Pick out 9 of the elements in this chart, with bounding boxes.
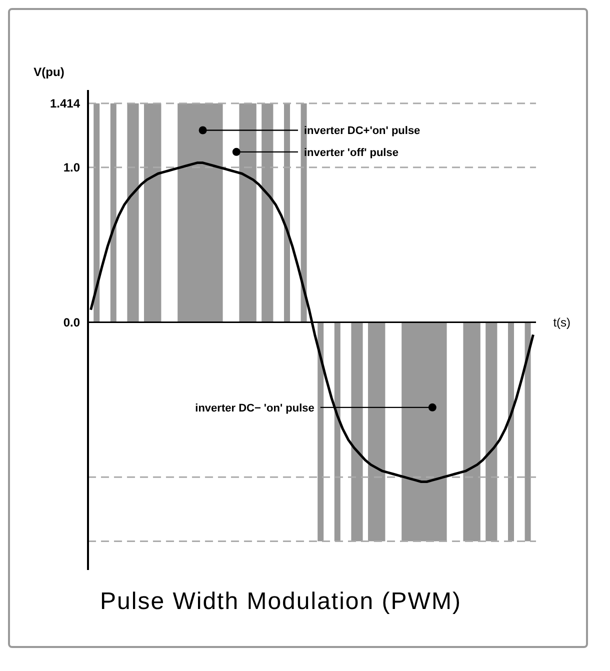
- y-axis-title: V(pu): [34, 65, 64, 79]
- annotation: inverter DC− 'on' pulse: [195, 402, 314, 414]
- annotation: inverter DC+'on' pulse: [304, 125, 420, 138]
- annotation: inverter 'off' pulse: [304, 146, 398, 159]
- y-tick-label: 0.0: [63, 316, 80, 330]
- text: Pulse Width Modulation (PWM): [100, 588, 462, 616]
- x-axis-title: t(s): [553, 316, 571, 330]
- y-tick-label: 1.414: [50, 96, 80, 111]
- y-tick-label: 1.0: [63, 160, 80, 175]
